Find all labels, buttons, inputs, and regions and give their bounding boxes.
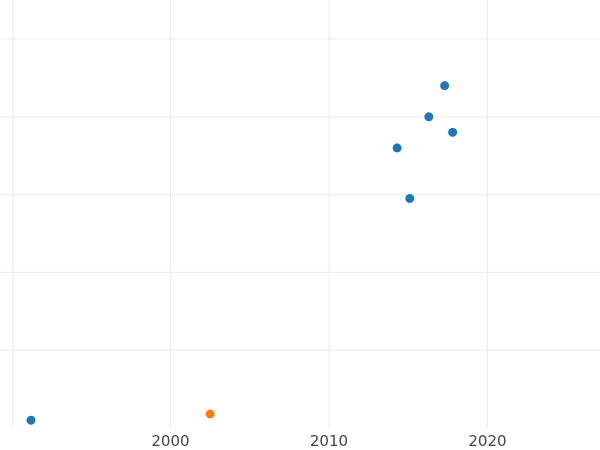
x-tick-label: 2010 — [310, 432, 348, 450]
scatter-point — [405, 193, 415, 203]
x-tick-label: 2000 — [151, 432, 189, 450]
scatter-point — [424, 112, 434, 122]
x-axis-tick-labels: 2000 2010 2020 — [151, 432, 506, 450]
data-points — [26, 81, 458, 425]
grid — [0, 0, 600, 428]
scatter-point — [448, 127, 458, 137]
scatter-point — [440, 81, 450, 91]
scatter-point — [205, 409, 215, 419]
scatter-point — [392, 143, 402, 153]
scatter-point — [26, 415, 36, 425]
x-tick-label: 2020 — [468, 432, 506, 450]
